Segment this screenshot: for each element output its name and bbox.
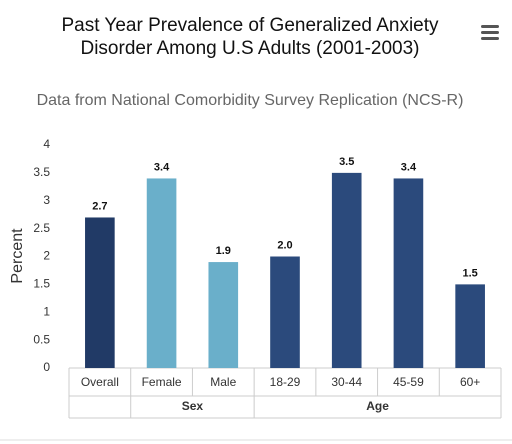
- data-label: 2.7: [92, 200, 107, 212]
- bar: [146, 178, 177, 368]
- menu-bar: [481, 31, 499, 34]
- y-tick-label: 3: [43, 193, 50, 207]
- y-tick-label: 2: [43, 249, 50, 263]
- x-tick-label: 60+: [460, 375, 480, 389]
- y-tick-label: 0.5: [33, 332, 50, 346]
- x-tick-label: Male: [210, 375, 236, 389]
- group-label: Age: [366, 399, 389, 413]
- y-axis-label: Percent: [9, 228, 26, 284]
- y-tick-label: 1.5: [33, 277, 50, 291]
- menu-icon[interactable]: [481, 25, 499, 40]
- group-label: Sex: [182, 399, 204, 413]
- bar: [393, 178, 424, 368]
- bar: [85, 217, 115, 368]
- x-tick-label: Female: [142, 375, 182, 389]
- bar: [331, 172, 362, 368]
- bar: [455, 284, 485, 368]
- menu-bar: [481, 25, 499, 28]
- x-tick-label: Overall: [81, 375, 119, 389]
- y-tick-label: 3.5: [33, 165, 50, 179]
- data-label: 1.5: [462, 267, 477, 279]
- x-tick-label: 45-59: [393, 375, 424, 389]
- data-label: 1.9: [216, 245, 231, 257]
- menu-bar: [481, 37, 499, 40]
- bar: [208, 262, 239, 368]
- data-label: 2.0: [277, 239, 292, 251]
- chart-subtitle: Data from National Comorbidity Survey Re…: [36, 92, 464, 109]
- y-tick-label: 1: [43, 304, 50, 318]
- y-tick-label: 0: [43, 360, 50, 374]
- data-label: 3.5: [339, 156, 354, 168]
- chart-title: Past Year Prevalence of Generalized Anxi…: [61, 15, 439, 59]
- x-tick-label: 30-44: [331, 375, 362, 389]
- data-label: 3.4: [154, 161, 170, 173]
- data-label: 3.4: [401, 161, 417, 173]
- bar: [270, 256, 300, 368]
- x-tick-label: 18-29: [270, 375, 301, 389]
- y-tick-label: 4: [43, 137, 50, 151]
- y-tick-label: 2.5: [33, 221, 50, 235]
